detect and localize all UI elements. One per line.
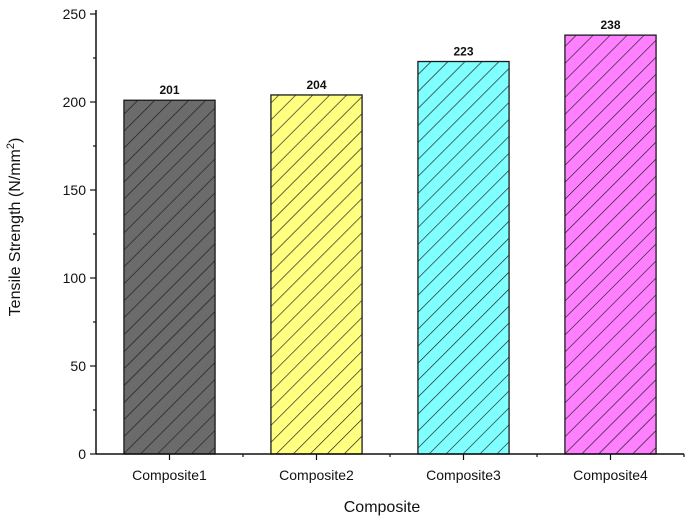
bar-composite2 bbox=[270, 94, 363, 455]
y-axis-title-superscript: 2 bbox=[5, 143, 17, 149]
y-ticks: 0 50 100 150 200 250 bbox=[63, 6, 96, 462]
bar-composite3 bbox=[417, 60, 510, 455]
y-axis-title-text: Tensile Strength (N/mm bbox=[7, 149, 24, 316]
bar-labels-layer: 201 204 223 238 bbox=[159, 18, 620, 97]
bar-value-label: 223 bbox=[453, 45, 473, 59]
x-tick-label: Composite4 bbox=[573, 467, 648, 483]
x-axis-title: Composite bbox=[344, 499, 421, 516]
bar-composite1 bbox=[123, 99, 216, 455]
y-tick-label: 100 bbox=[63, 270, 87, 286]
y-tick-label: 50 bbox=[70, 358, 86, 374]
bar-value-label: 238 bbox=[600, 18, 620, 32]
x-ticks: Composite1 Composite2 Composite3 Composite4 bbox=[132, 454, 685, 483]
bars-layer bbox=[123, 34, 657, 455]
y-axis-title-suffix: ) bbox=[7, 138, 24, 143]
y-tick-label: 150 bbox=[63, 182, 87, 198]
y-axis-title: Tensile Strength (N/mm2) bbox=[5, 138, 24, 317]
y-tick-label: 0 bbox=[78, 446, 86, 462]
y-tick-label: 250 bbox=[63, 6, 87, 22]
y-tick-label: 200 bbox=[63, 94, 87, 110]
x-tick-label: Composite1 bbox=[132, 467, 207, 483]
x-tick-label: Composite3 bbox=[426, 467, 501, 483]
bar-value-label: 201 bbox=[159, 83, 179, 97]
bar-composite4 bbox=[564, 34, 657, 455]
x-tick-label: Composite2 bbox=[279, 467, 354, 483]
bar-value-label: 204 bbox=[306, 78, 326, 92]
